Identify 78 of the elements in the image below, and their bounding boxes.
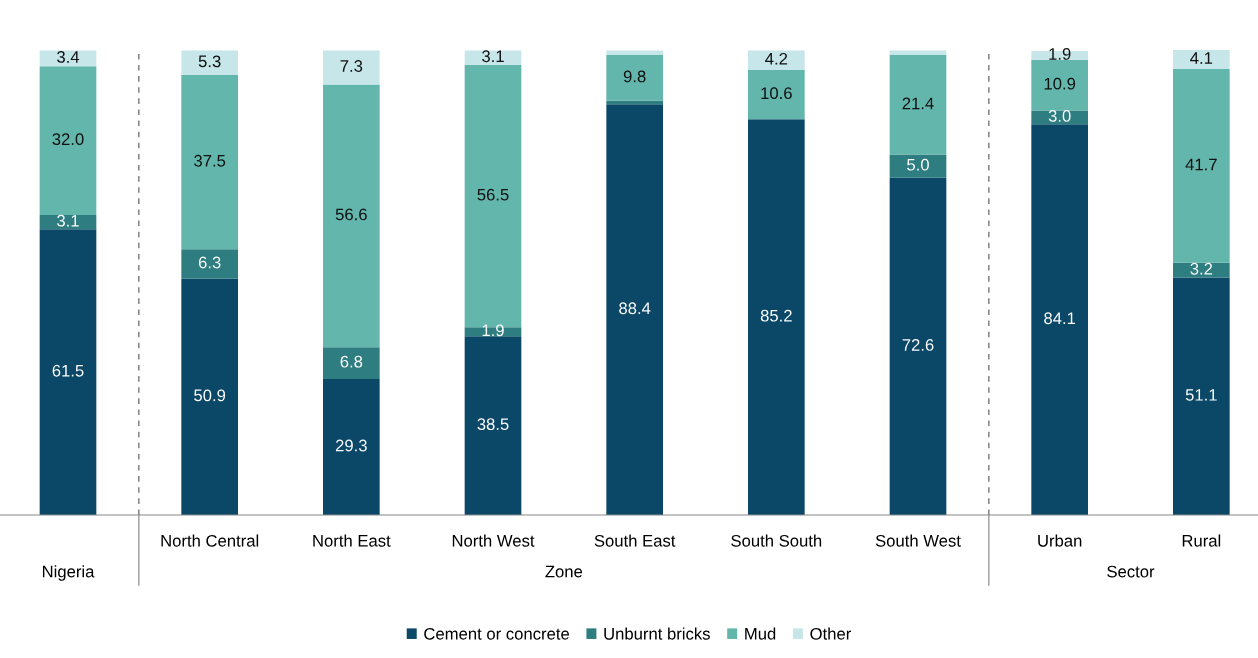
data-label: 88.4 — [619, 302, 651, 315]
bar — [606, 50, 663, 56]
bar — [1031, 124, 1088, 515]
x-tick-label: South West — [875, 534, 961, 547]
bar — [181, 50, 238, 76]
data-label: 10.9 — [1044, 77, 1076, 90]
bar — [39, 66, 97, 215]
text: Zone — [545, 565, 583, 578]
bar — [1173, 262, 1230, 278]
bar — [181, 75, 238, 250]
bar — [889, 154, 947, 178]
data-label: 51.1 — [1185, 389, 1217, 401]
legend-label: Unburnt bricks — [604, 627, 710, 640]
text: Nigeria — [42, 565, 95, 581]
data-label: 4.2 — [765, 52, 788, 65]
bar — [39, 50, 97, 67]
bar — [1031, 50, 1088, 60]
x-tick-label: North Central — [161, 534, 259, 547]
bar — [323, 378, 380, 515]
bar — [1173, 277, 1230, 515]
data-label: 29.3 — [335, 439, 367, 452]
data-label: 3.1 — [482, 50, 504, 63]
bar — [1031, 59, 1088, 111]
data-label: 84.1 — [1044, 312, 1076, 325]
data-label: 3.2 — [1190, 262, 1213, 275]
x-tick-label: North East — [313, 534, 391, 547]
bar — [1173, 69, 1230, 263]
bar — [1173, 50, 1230, 70]
bar — [748, 50, 805, 70]
x-tick-label: Urban — [1038, 534, 1082, 547]
data-label: 56.5 — [477, 188, 509, 201]
legend-label: Cement or concrete — [424, 627, 570, 640]
data-label: 3.1 — [57, 214, 79, 227]
bar — [606, 104, 663, 515]
bar — [748, 119, 805, 515]
bar — [464, 50, 522, 65]
bar — [889, 55, 947, 155]
data-label: 4.1 — [1190, 52, 1213, 64]
x-tick-label: North West — [452, 534, 535, 547]
data-label: 3.4 — [57, 51, 80, 63]
legend-label: Mud — [745, 627, 776, 640]
bar — [889, 50, 947, 56]
data-label: 41.7 — [1185, 158, 1217, 171]
data-label: 21.4 — [902, 97, 934, 110]
data-label: 3.0 — [1048, 110, 1071, 122]
bar — [606, 55, 663, 101]
bar — [889, 177, 947, 515]
data-label: 5.0 — [907, 158, 929, 171]
data-label: 61.5 — [52, 364, 84, 377]
data-label: 9.8 — [623, 70, 646, 83]
bar — [323, 50, 380, 85]
data-label: 32.0 — [52, 133, 84, 146]
text: Sector — [1107, 565, 1155, 578]
bar — [39, 229, 97, 515]
data-label: 37.5 — [194, 154, 226, 167]
data-label: 6.8 — [340, 355, 363, 368]
x-tick-label: Rural — [1182, 534, 1221, 547]
data-label: 85.2 — [760, 309, 792, 322]
bar — [323, 347, 380, 379]
data-label: 56.6 — [335, 208, 367, 221]
legend-label: Other — [810, 627, 852, 640]
data-label: 7.3 — [340, 60, 363, 72]
bar — [323, 84, 380, 348]
bar — [1031, 110, 1088, 125]
bar — [181, 278, 238, 515]
bar — [748, 69, 805, 120]
data-label: 1.9 — [482, 324, 504, 337]
data-label: 6.3 — [198, 256, 221, 269]
data-label: 50.9 — [194, 389, 226, 402]
data-label: 10.6 — [761, 87, 792, 100]
x-tick-label: South East — [594, 534, 676, 547]
data-label: 38.5 — [477, 418, 509, 431]
bar — [464, 336, 522, 515]
data-label: 1.9 — [1049, 48, 1071, 60]
x-tick-label: South South — [731, 534, 822, 547]
data-label: 72.6 — [902, 339, 934, 351]
data-label: 5.3 — [198, 55, 221, 68]
bar — [181, 249, 238, 279]
